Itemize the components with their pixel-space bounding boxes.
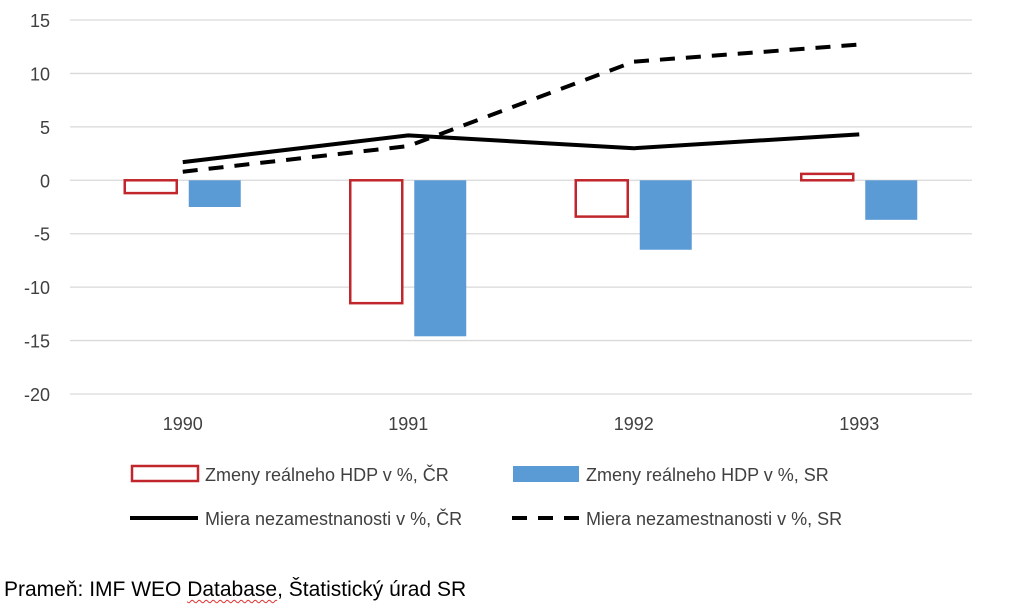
legend-label-unemp-sr: Miera nezamestnanosti v %, SR — [586, 509, 842, 529]
y-tick-label: 5 — [40, 118, 50, 138]
line-unemployment-cr — [182, 132, 860, 165]
y-tick-label: -15 — [24, 332, 50, 352]
bar-sr-1993 — [865, 180, 918, 220]
bar-cr-1991 — [349, 179, 404, 305]
bar-cr-1990 — [123, 179, 178, 195]
bar-cr-1993 — [800, 172, 855, 182]
source-note: Prameň: IMF WEO Database, Štatistický úr… — [4, 578, 467, 601]
x-tick-label: 1990 — [163, 414, 203, 434]
x-tick-label: 1991 — [388, 414, 428, 434]
line-unemployment-sr — [182, 42, 860, 174]
legend-label-unemp-cr: Miera nezamestnanosti v %, ČR — [205, 508, 462, 529]
y-tick-label: -20 — [24, 385, 50, 405]
x-tick-label: 1993 — [839, 414, 879, 434]
x-tick-label: 1992 — [614, 414, 654, 434]
legend-swatch-hdp-cr — [130, 464, 200, 483]
y-tick-label: 15 — [30, 11, 50, 31]
y-tick-label: 10 — [30, 64, 50, 84]
bar-sr-1990 — [188, 180, 241, 207]
source-database-word: Database — [187, 578, 278, 601]
bar-sr-1992 — [639, 180, 692, 250]
bar-cr-1992 — [574, 179, 629, 218]
y-tick-label: 0 — [40, 171, 50, 191]
legend-label-hdp-cr: Zmeny reálneho HDP v %, ČR — [205, 464, 449, 485]
legend-swatch-hdp-sr — [513, 466, 579, 482]
legend-label-hdp-sr: Zmeny reálneho HDP v %, SR — [586, 465, 829, 485]
y-tick-label: -5 — [34, 225, 50, 245]
bar-sr-1991 — [414, 180, 467, 337]
y-tick-label: -10 — [24, 278, 50, 298]
chart: 15 10 5 0 -5 -10 -15 -20 1990 1991 1992 1993 Zmeny r… — [24, 11, 972, 529]
